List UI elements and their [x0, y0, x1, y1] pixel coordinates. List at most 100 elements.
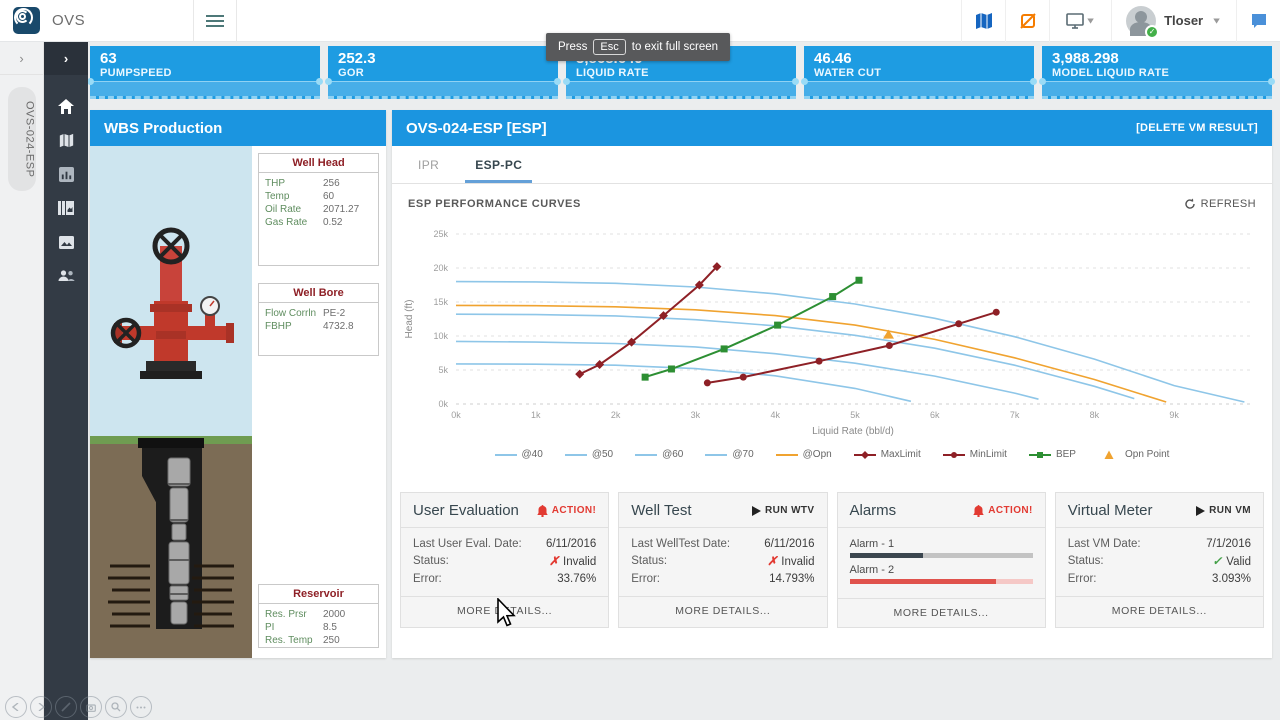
esp-panel-header: OVS-024-ESP [ESP] [DELETE VM RESULT] [392, 110, 1272, 146]
legend-item[interactable]: @Opn [775, 449, 832, 460]
zoom-button[interactable] [105, 696, 127, 718]
kpi-value: 252.3 [338, 50, 376, 67]
row-label: Last VM Date: [1067, 538, 1141, 550]
play-icon [752, 505, 762, 516]
legend-label: BEP [1055, 449, 1076, 460]
row-value: PE-2 [323, 308, 346, 319]
svg-text:20k: 20k [433, 263, 448, 273]
map-button[interactable] [961, 0, 1005, 42]
row-label: Res. Temp [265, 635, 313, 646]
divider [193, 0, 195, 42]
online-status-badge: ✓ [1145, 24, 1160, 39]
edit-button[interactable] [55, 696, 77, 718]
row-value: 0.52 [323, 217, 343, 228]
legend-item[interactable]: MaxLimit [853, 449, 921, 460]
kpi-model-liquid-rate[interactable]: 3,988.298 MODEL LIQUID RATE [1039, 46, 1275, 99]
sidebar-item-library[interactable] [44, 191, 88, 225]
row-label: Status: [631, 555, 668, 567]
row-value: 60 [323, 191, 335, 202]
legend-item[interactable]: BEP [1028, 449, 1076, 460]
legend-item[interactable]: @50 [564, 449, 613, 460]
action-label: RUN WTV [765, 505, 815, 516]
chat-button[interactable] [1236, 0, 1280, 42]
legend-label: @60 [662, 449, 684, 460]
run-wtv-button[interactable]: RUN WTV [752, 505, 814, 516]
sidebar-item-users[interactable] [44, 259, 88, 293]
refresh-button[interactable]: REFRESH [1184, 198, 1256, 210]
chevron-down-icon: ▼ [1085, 15, 1097, 26]
more-details-button[interactable]: MORE DETAILS... [837, 598, 1045, 627]
collapse-panel-button[interactable]: › [0, 42, 43, 75]
table-title: Well Bore [259, 284, 378, 303]
action-button[interactable]: ACTION! [537, 504, 596, 517]
panel-title: OVS-024-ESP [ESP] [406, 119, 547, 137]
snapshot-button[interactable] [80, 696, 102, 718]
wbs-panel-header: WBS Production [90, 110, 386, 146]
well-data-column: Well Head THP 256 Temp 60 Oil Rate 2071.27 … [252, 146, 386, 658]
more-details-button[interactable]: MORE DETAILS... [1055, 596, 1263, 625]
tab-ipr[interactable]: IPR [418, 157, 440, 172]
section-title: ESP PERFORMANCE CURVES [408, 198, 581, 210]
kpi-water-cut[interactable]: 46.46 WATER CUT [801, 46, 1037, 99]
kpi-value: 63 [100, 50, 117, 67]
delete-vm-result-button[interactable]: [DELETE VM RESULT] [1136, 122, 1258, 134]
more-details-button[interactable]: MORE DETAILS... [401, 596, 609, 625]
previous-button[interactable] [5, 696, 27, 718]
kpi-gor[interactable]: 252.3 GOR [325, 46, 561, 99]
sidebar-item-map[interactable] [44, 123, 88, 157]
svg-text:7k: 7k [1010, 410, 1020, 420]
kpi-pumpspeed[interactable]: 63 PUMPSPEED [87, 46, 323, 99]
row-label: FBHP [265, 321, 292, 332]
user-menu[interactable]: ✓ Tloser ▼ [1111, 0, 1236, 42]
app-title: OVS [52, 12, 86, 29]
row-label: Status: [1067, 555, 1104, 567]
action-label: RUN VM [1209, 505, 1251, 516]
virtual-meter-card: Virtual Meter RUN VM Last VM Date: 7/1/20… [1054, 492, 1264, 628]
alert-bell-icon [973, 504, 984, 517]
kpi-row: 63 PUMPSPEED 252.3 GOR 3,868.649 LIQUID … [87, 46, 1275, 99]
display-menu-button[interactable]: ▼ [1049, 0, 1111, 42]
refresh-label: REFRESH [1200, 198, 1256, 210]
tab-esp-pc[interactable]: ESP-PC [457, 146, 540, 183]
sidebar-item-home[interactable] [44, 89, 88, 123]
kpi-label: PUMPSPEED [100, 67, 172, 79]
action-button[interactable]: ACTION! [973, 504, 1032, 517]
well-tab-ovs-024-esp[interactable]: OVS-024-ESP [7, 87, 36, 192]
more-options-button[interactable] [130, 696, 152, 718]
ovs-logo-icon[interactable] [13, 7, 40, 34]
invalid-x-icon [767, 553, 777, 571]
esp-panel: OVS-024-ESP [ESP] [DELETE VM RESULT] IPR… [392, 110, 1272, 658]
kpi-label: LIQUID RATE [576, 67, 649, 79]
kpi-label: WATER CUT [814, 67, 882, 79]
alarm-1-bar [849, 553, 1033, 558]
sidebar-item-analytics[interactable] [44, 157, 88, 191]
media-controls [5, 696, 152, 718]
legend-item[interactable]: MinLimit [942, 449, 1007, 460]
connection-off-button[interactable] [1005, 0, 1049, 42]
esp-performance-chart: 0k 5k 10k 15k 20k 25k 0k 1k 2k 3k 4k 5k 6k 7k 8k 9k Liqu… [392, 224, 1272, 460]
row-value: 4732.8 [323, 321, 354, 332]
legend-label: MinLimit [969, 449, 1007, 460]
row-label: Gas Rate [265, 217, 308, 228]
legend-label: @70 [732, 449, 754, 460]
legend-item[interactable]: @70 [705, 449, 754, 460]
legend-item[interactable]: @60 [635, 449, 683, 460]
well-head-table: Well Head THP 256 Temp 60 Oil Rate 2071.27 … [258, 153, 379, 266]
row-label: Error: [413, 573, 442, 585]
monitor-icon [1066, 12, 1084, 29]
more-details-button[interactable]: MORE DETAILS... [619, 596, 827, 625]
menu-button[interactable] [194, 0, 236, 42]
next-button[interactable] [30, 696, 52, 718]
alarm-2-bar [849, 579, 1033, 584]
main-content: 63 PUMPSPEED 252.3 GOR 3,868.649 LIQUID … [87, 42, 1280, 720]
run-vm-button[interactable]: RUN VM [1196, 505, 1251, 516]
reservoir-table: Reservoir Res. Prsr 2000 PI 8.5 Res. Temp 2… [258, 584, 379, 648]
sidebar-item-images[interactable] [44, 225, 88, 259]
legend-item[interactable]: Opn Point [1098, 449, 1169, 460]
alarm-label: Alarm - 1 [849, 538, 895, 550]
expand-sidebar-button[interactable]: › [44, 42, 88, 75]
legend-item[interactable]: @40 [494, 449, 543, 460]
row-value: 6/11/2016 [545, 538, 597, 550]
legend-label: @40 [521, 449, 543, 460]
